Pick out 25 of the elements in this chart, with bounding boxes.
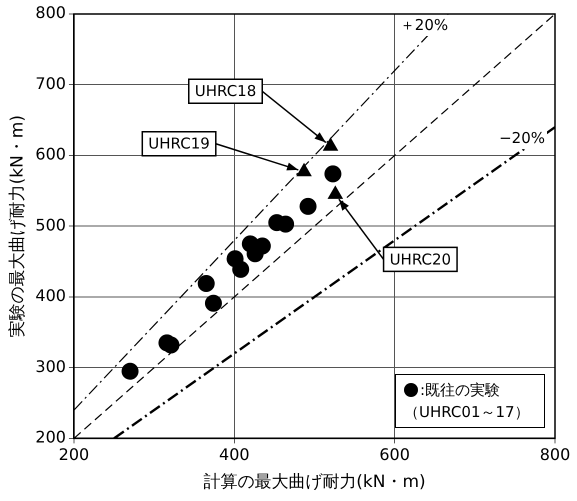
y-tick-label: 300 (35, 356, 66, 376)
x-tick-label: 800 (540, 445, 570, 464)
legend-label: :既往の実験（UHRC01～17） (404, 380, 531, 424)
y-tick-label: 500 (35, 215, 66, 234)
x-tick-label: 600 (379, 445, 410, 464)
x-axis-title: 計算の最大曲げ耐力(kN・m) (203, 472, 426, 492)
annotation: UHRC19 (148, 134, 210, 153)
point (232, 260, 250, 278)
series-label: −20% (499, 129, 545, 148)
y-tick-label: 700 (35, 74, 66, 93)
annotation: UHRC18 (194, 82, 256, 100)
y-tick-label: 200 (35, 428, 66, 447)
point (198, 274, 215, 292)
annotation: UHRC20 (390, 250, 452, 268)
x-tick-label: 400 (219, 445, 250, 464)
x-tick-label: 200 (58, 445, 90, 464)
series-label: ＋20% (400, 16, 448, 34)
point (122, 362, 139, 380)
point (300, 198, 317, 215)
y-tick-label: 800 (35, 3, 66, 22)
point (204, 294, 222, 312)
y-axis-title: 実験の最大曲げ耐力(kN・m) (8, 115, 28, 338)
y-tick-label: 600 (35, 144, 66, 164)
point (324, 165, 342, 182)
y-tick-label: 400 (35, 286, 66, 306)
